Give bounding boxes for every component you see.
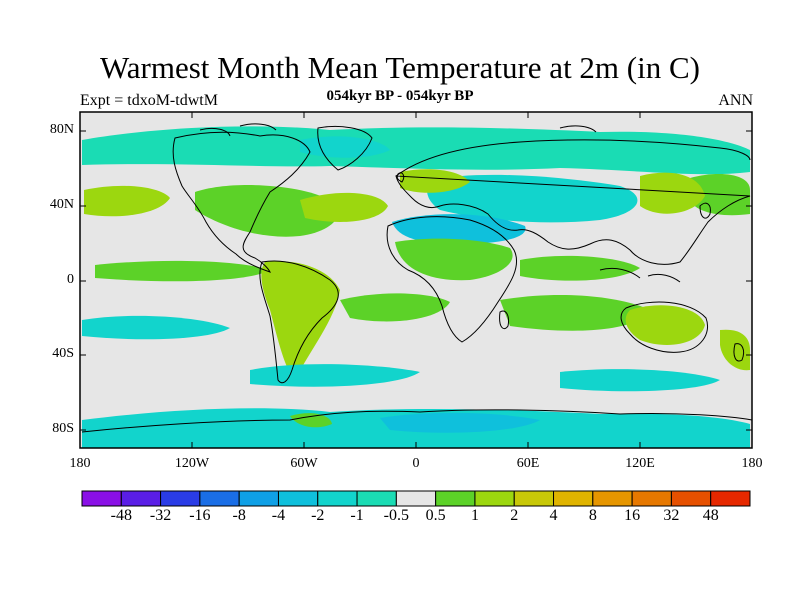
- lat-tick-label: 40N: [49, 197, 74, 212]
- colorbar-label: 0.5: [425, 507, 446, 524]
- lon-tick-label: 0: [412, 456, 420, 471]
- colorbar-swatch: [553, 490, 594, 507]
- colorbar-swatch: [474, 490, 515, 507]
- cool-field-southern-ocean-b: [560, 369, 720, 392]
- colorbar-swatch: [356, 490, 397, 507]
- warm-field-indian-ocean: [520, 255, 640, 281]
- colorbar-swatch: [592, 490, 633, 507]
- coastline-australia: [620, 301, 708, 353]
- experiment-label: Expt = tdxoM-tdwtM: [80, 92, 218, 109]
- colorbar-swatch: [81, 490, 122, 507]
- lat-tick-label: 0: [67, 272, 74, 287]
- lat-tick-label: 40S: [52, 346, 74, 361]
- colorbar-swatch: [238, 490, 279, 507]
- colorbar-label: -4: [271, 507, 286, 524]
- warm-field-s-atlantic: [340, 293, 450, 322]
- colorbar-label: -8: [232, 507, 246, 524]
- colorbar-label: -0.5: [383, 507, 409, 524]
- coastline-antarctica: [81, 409, 753, 433]
- colorbar-swatch: [199, 490, 240, 507]
- coastline-south-america: [259, 260, 339, 384]
- warm-field-europe: [400, 169, 470, 193]
- lon-tick-label: 120W: [174, 456, 210, 471]
- axis-ticks: [79, 112, 753, 448]
- colorbar-swatch: [160, 490, 201, 507]
- colorbar-swatch: [395, 490, 437, 507]
- cool-field-sahara: [392, 214, 526, 244]
- colorbar-swatch: [631, 490, 672, 507]
- cool-field-antarctic-strong: [380, 412, 540, 433]
- colorbar-label: 8: [588, 507, 597, 524]
- colorbar-label: -16: [189, 507, 211, 524]
- cool-field-sw-pacific: [82, 315, 230, 340]
- warm-field-atlantic: [300, 192, 388, 222]
- lon-tick-label: 60W: [290, 456, 318, 471]
- warm-field-south-america: [261, 261, 340, 380]
- coastline-africa: [386, 216, 518, 343]
- coastline-new-zealand: [733, 343, 745, 362]
- warm-field-s-indian: [500, 295, 650, 331]
- season-label: ANN: [718, 92, 753, 109]
- colorbar-label: 16: [624, 507, 641, 524]
- lat-tick-label: 80N: [49, 122, 74, 137]
- coastline-eurasia: [395, 139, 751, 265]
- warm-field-east-asia: [640, 172, 705, 214]
- colorbar-label: 2: [510, 507, 519, 524]
- coastline-japan: [699, 202, 711, 219]
- coastline-greenland: [317, 125, 373, 171]
- colorbar-label: 48: [702, 507, 719, 524]
- warm-field-north-pacific: [84, 185, 170, 217]
- coastline-madagascar: [499, 310, 509, 330]
- cool-field-arctic: [82, 126, 750, 175]
- lon-tick-label: 60E: [516, 456, 540, 471]
- coastline-north-america: [172, 131, 311, 273]
- colorbar-label: -2: [311, 507, 325, 524]
- colorbar-swatch: [317, 490, 358, 507]
- lon-tick-label: 120E: [625, 456, 655, 471]
- lon-tick-label: 180: [69, 456, 91, 471]
- warm-field-tropical-pacific: [95, 260, 270, 282]
- coastline-british-isles: [396, 172, 405, 183]
- colorbar-swatch: [120, 490, 162, 507]
- colorbar-label: -1: [350, 507, 364, 524]
- coastline-indonesia: [599, 267, 681, 283]
- map-subtitle: 054kyr BP - 054kyr BP: [326, 88, 474, 104]
- colorbar-label: 4: [549, 507, 558, 524]
- lat-tick-label: 80S: [52, 421, 74, 436]
- coastlines: [81, 123, 753, 433]
- coastline-arctic-islands: [199, 123, 597, 137]
- colorbar-label: 1: [470, 507, 479, 524]
- colorbar-swatch: [435, 490, 476, 507]
- colorbar-label: -48: [110, 507, 132, 524]
- colorbar-label: 32: [663, 507, 680, 524]
- colorbar-swatch: [513, 490, 555, 507]
- colorbar: [81, 490, 751, 507]
- warm-field-africa: [395, 238, 513, 281]
- colorbar-label: -32: [149, 507, 172, 524]
- colorbar-swatch: [710, 490, 751, 507]
- colorbar-swatch: [277, 490, 319, 507]
- warm-field-antarctic-patch: [290, 413, 332, 428]
- lon-tick-label: 180: [741, 456, 763, 471]
- warm-field-australia: [625, 305, 705, 345]
- map-title: Warmest Month Mean Temperature at 2m (in…: [100, 50, 700, 85]
- colorbar-swatch: [670, 490, 712, 507]
- warm-field-north-america: [195, 185, 339, 237]
